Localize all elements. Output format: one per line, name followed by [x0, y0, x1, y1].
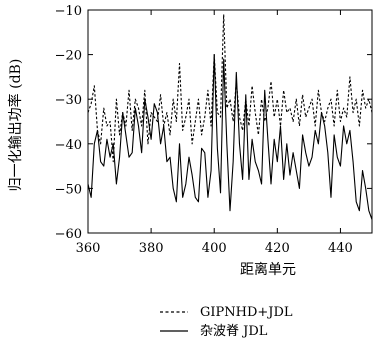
y-tick-label: −60 [55, 227, 82, 242]
y-tick-label: −10 [55, 4, 82, 19]
x-tick-label: 400 [202, 241, 227, 256]
x-tick-label: 440 [328, 241, 353, 256]
legend-label-clutter-ridge-jdl: 杂波脊 JDL [200, 324, 268, 339]
legend: GIPNHD+JDL 杂波脊 JDL [160, 305, 293, 339]
legend-label-gipnhd-jdl: GIPNHD+JDL [200, 305, 293, 320]
x-axis-label: 距离单元 [240, 261, 296, 278]
y-axis-label: 归一化输出功率 (dB) [7, 59, 24, 192]
series-line-gipnhd-jdl [87, 13, 373, 163]
y-tick-label: −20 [55, 49, 82, 64]
y-tick-label: −50 [55, 182, 82, 197]
plot-area [87, 9, 373, 234]
series-line-clutter-ridge-jdl [87, 54, 373, 220]
y-axis: −60 −50 −40 −30 −20 −10 [55, 4, 372, 242]
plot-frame [87, 9, 373, 234]
x-axis: 360 380 400 420 440 [76, 10, 353, 256]
x-tick-label: 360 [76, 241, 101, 256]
x-tick-label: 380 [139, 241, 164, 256]
x-tick-label: 420 [265, 241, 290, 256]
y-tick-label: −30 [55, 93, 82, 108]
y-tick-label: −40 [55, 138, 82, 153]
